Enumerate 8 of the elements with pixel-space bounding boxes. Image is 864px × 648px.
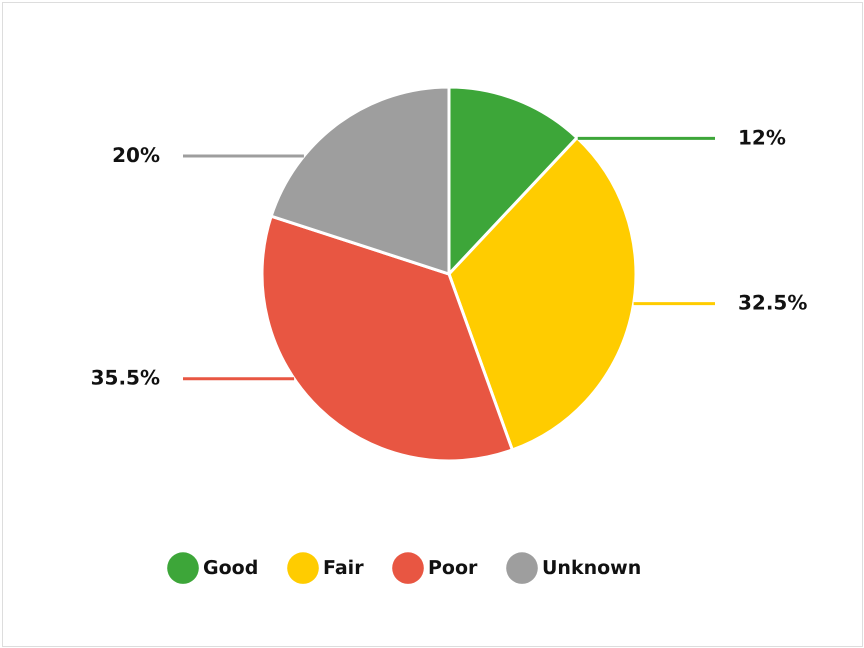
data-label: 12%	[738, 125, 786, 150]
data-label: 20%	[112, 142, 160, 167]
legend-label: Unknown	[542, 557, 642, 580]
legend-label: Fair	[323, 557, 364, 580]
data-label: 32.5%	[738, 290, 808, 315]
data-label: 35.5%	[90, 366, 160, 390]
legend-label: Good	[203, 557, 258, 580]
legend-label: Poor	[428, 557, 478, 580]
